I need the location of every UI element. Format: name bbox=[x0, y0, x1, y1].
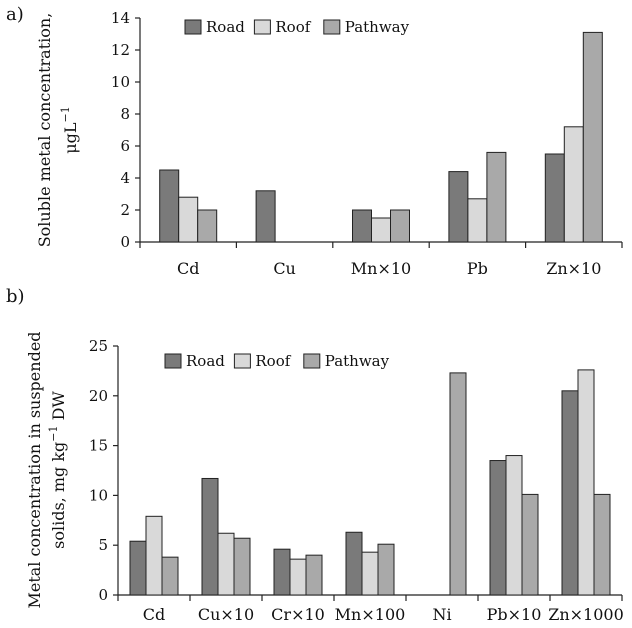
chart-a-bar-pathway bbox=[197, 209, 218, 243]
chart-a-legend-label-road: Road bbox=[206, 18, 245, 36]
chart-a-bar-roof bbox=[178, 196, 199, 243]
chart-b-bar-road bbox=[561, 390, 579, 596]
panel-b-ylabel-suffix: DW bbox=[49, 391, 68, 426]
chart-a-legend-swatch-road bbox=[184, 19, 202, 35]
chart-b-y-tick-label: 15 bbox=[89, 437, 108, 455]
chart-b-legend: Road Roof Pathway bbox=[164, 352, 390, 370]
chart-b-y-tick-label: 5 bbox=[98, 536, 108, 554]
panel-a: a) Soluble metal concentration, μgL−1 0 2… bbox=[6, 4, 623, 278]
chart-b-bar-roof bbox=[145, 515, 163, 596]
panel-b-ylabel: Metal concentration in suspended solids,… bbox=[25, 331, 68, 608]
chart-a-category-label: Cu bbox=[273, 259, 296, 278]
chart-b-legend-swatch-pathway bbox=[303, 353, 321, 369]
chart-b-bar-pathway bbox=[521, 493, 539, 596]
chart-b-bar-road bbox=[273, 548, 291, 596]
chart-a-y-tick-label: 14 bbox=[111, 9, 130, 27]
chart-a-y-tick-label: 2 bbox=[120, 201, 130, 219]
chart-a-legend: Road Roof Pathway bbox=[184, 18, 410, 36]
panel-a-ylabel: Soluble metal concentration, μgL−1 bbox=[35, 13, 80, 248]
chart-b-y-tick-label: 20 bbox=[89, 387, 108, 405]
chart-b-legend-label-road: Road bbox=[186, 352, 225, 370]
chart-b-bar-pathway bbox=[233, 537, 251, 596]
chart-b-y-tick-label: 10 bbox=[89, 486, 108, 504]
chart-a-category-label: Pb bbox=[467, 259, 488, 278]
chart-b-legend-label-roof: Roof bbox=[255, 352, 291, 370]
chart-a-legend-label-pathway: Pathway bbox=[345, 18, 410, 36]
chart-a-category-label: Cd bbox=[177, 259, 199, 278]
chart-b-legend-label-pathway: Pathway bbox=[325, 352, 390, 370]
chart-b-bar-pathway bbox=[305, 554, 323, 596]
chart-b-legend-swatch-roof bbox=[233, 353, 251, 369]
chart-b-bar-road bbox=[201, 477, 219, 596]
chart-b-y-tick-label: 0 bbox=[98, 586, 108, 604]
chart-a-bar-pathway bbox=[390, 209, 410, 243]
chart-b-bar-roof bbox=[289, 558, 307, 596]
chart-b-bar-road bbox=[489, 460, 507, 596]
chart-a-y-tick-label: 0 bbox=[120, 233, 130, 251]
panel-a-ylabel-line1: Soluble metal concentration, bbox=[35, 13, 54, 248]
chart-b-bar-roof bbox=[217, 532, 235, 596]
chart-b-bar-pathway bbox=[161, 556, 179, 596]
chart-b-category-label: Pb×10 bbox=[487, 605, 542, 624]
chart-b-bar-road bbox=[345, 531, 363, 596]
chart-b-category-label: Cu×10 bbox=[198, 605, 254, 624]
plot-a-area: 0 2 4 6 8 10 12 14 Cd Cu Mn×10 Pb Zn×10 Road Roof Pathw… bbox=[111, 9, 623, 278]
panel-a-ylabel-exp: −1 bbox=[59, 106, 72, 122]
chart-b-category-label: Mn×100 bbox=[335, 605, 406, 624]
chart-b-bar-road bbox=[129, 540, 147, 596]
chart-a-category-label: Zn×10 bbox=[546, 259, 601, 278]
chart-b-y-tick-label: 25 bbox=[89, 337, 108, 355]
chart-b-legend-swatch-road bbox=[164, 353, 182, 369]
chart-a-bar-road bbox=[352, 209, 372, 243]
chart-b-bar-pathway bbox=[449, 372, 467, 596]
chart-b-bar-pathway bbox=[593, 493, 611, 596]
chart-b-bar-pathway bbox=[377, 543, 395, 596]
panel-b: b) Metal concentration in suspended soli… bbox=[6, 286, 624, 624]
panel-a-ylabel-unit: μgL bbox=[61, 122, 80, 154]
chart-a-y-tick-label: 8 bbox=[120, 105, 130, 123]
panel-a-tag: a) bbox=[6, 4, 24, 25]
chart-b-category-label: Zn×1000 bbox=[548, 605, 624, 624]
chart-a-legend-swatch-roof bbox=[253, 19, 271, 35]
panel-b-ylabel-line1: Metal concentration in suspended bbox=[25, 331, 44, 608]
chart-b-category-label: Ni bbox=[432, 605, 451, 624]
chart-b-category-label: Cr×10 bbox=[271, 605, 325, 624]
chart-b-category-label: Cd bbox=[143, 605, 165, 624]
panel-b-ylabel-line2: solids, mg kg−1 DW bbox=[47, 391, 68, 549]
panel-a-ylabel-line2: μgL−1 bbox=[59, 106, 80, 153]
chart-a-y-tick-label: 10 bbox=[111, 73, 130, 91]
chart-a-category-label: Mn×10 bbox=[351, 259, 411, 278]
chart-a-legend-swatch-pathway bbox=[323, 19, 341, 35]
panel-b-ylabel-unit: solids, mg kg bbox=[49, 442, 68, 549]
chart-a-y-tick-label: 6 bbox=[120, 137, 130, 155]
panel-b-ylabel-exp: −1 bbox=[47, 426, 60, 442]
chart-a-bar-roof bbox=[371, 217, 391, 243]
panel-b-tag: b) bbox=[6, 286, 25, 307]
chart-a-bar-road bbox=[448, 171, 469, 243]
chart-a-bar-road bbox=[255, 190, 276, 243]
chart-a-bar-pathway bbox=[486, 151, 507, 243]
chart-a-legend-label-roof: Roof bbox=[275, 18, 311, 36]
chart-b-bar-roof bbox=[577, 369, 595, 596]
chart-a-y-tick-label: 4 bbox=[120, 169, 130, 187]
chart-a-bar-pathway bbox=[582, 31, 603, 243]
chart-a-bar-road bbox=[159, 169, 180, 243]
chart-a-bar-road bbox=[544, 153, 565, 243]
chart-a-y-tick-label: 12 bbox=[111, 41, 130, 59]
chart-b-bar-roof bbox=[361, 551, 379, 596]
chart-a-bar-roof bbox=[563, 126, 584, 243]
plot-b-area: 0 5 10 15 20 25 Cd Cu×10 Cr×10 Mn×100 Ni Pb×10 Zn×10… bbox=[89, 337, 624, 624]
chart-b-bar-roof bbox=[505, 455, 523, 596]
chart-a-bar-roof bbox=[467, 198, 488, 243]
